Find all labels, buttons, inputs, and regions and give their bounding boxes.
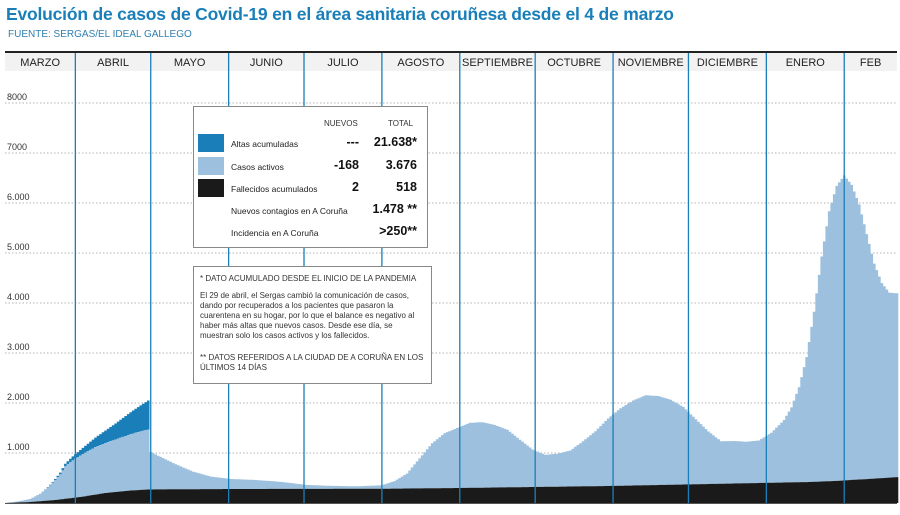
legend-row-total: 1.478 ** [372,202,417,216]
legend-row-contagios: Nuevos contagios en A Coruña 1.478 ** [194,201,427,221]
y-tick-label: 3.000 [7,342,30,352]
month-label: MARZO [20,57,60,69]
activos-swatch [198,157,224,175]
month-label: NOVIEMBRE [618,57,684,69]
fallecidos-swatch [198,179,224,197]
chart-title: Evolución de casos de Covid-19 en el áre… [6,4,674,24]
fallecidos-area [3,477,899,503]
month-label: ABRIL [97,57,129,69]
month-label: DICIEMBRE [697,57,758,69]
legend-row-nuevos: --- [346,135,360,149]
legend-row-total: 21.638* [373,135,417,149]
month-label: FEB [860,57,881,69]
y-tick-label: 4.000 [7,292,30,302]
month-label: JUNIO [250,57,283,69]
legend-row-label: Casos activos [231,162,284,172]
note-accumulated: * DATO ACUMULADO DESDE EL INICIO DE LA P… [200,274,417,283]
month-label: MAYO [174,57,206,69]
legend-header-nuevos: NUEVOS [324,119,358,128]
y-tick-label: 7000 [7,142,27,152]
chart-source: FUENTE: SERGAS/EL IDEAL GALLEGO [8,29,192,40]
y-tick-label: 8000 [7,92,27,102]
note-city-data: ** DATOS REFERIDOS A LA CIUDAD DE A CORU… [200,353,424,372]
y-tick-label: 1.000 [7,442,30,452]
legend-row-incidencia: Incidencia en A Coruña >250** [194,223,427,243]
month-label: ENERO [786,57,826,69]
note-methodology: El 29 de abril, el Sergas cambió la comu… [200,291,415,340]
legend-row-altas: Altas acumuladas --- 21.638* [194,134,427,154]
legend-row-nuevos: 2 [352,180,359,194]
month-label: OCTUBRE [547,57,601,69]
legend-row-label: Nuevos contagios en A Coruña [231,206,348,216]
legend-row-nuevos: -168 [333,158,359,172]
legend-header-total: TOTAL [388,119,414,128]
legend-box: NUEVOS TOTAL Altas acumuladas --- 21.638… [193,106,428,248]
legend-row-activos: Casos activos -168 3.676 [194,157,427,177]
legend-row-label: Fallecidos acumulados [231,184,318,194]
altas-area [3,400,150,503]
y-tick-label: 2.000 [7,392,30,402]
month-label: AGOSTO [397,57,444,69]
activos-area [3,175,899,503]
legend-row-fallecidos: Fallecidos acumulados 2 518 [194,179,427,199]
altas-swatch [198,134,224,152]
notes-box: * DATO ACUMULADO DESDE EL INICIO DE LA P… [193,266,432,384]
legend-row-label: Altas acumuladas [231,139,299,149]
legend-row-label: Incidencia en A Coruña [231,228,319,238]
month-band [5,53,897,71]
y-tick-label: 5.000 [7,242,30,252]
month-label: JULIO [327,57,359,69]
legend-row-total: 3.676 [385,158,417,172]
legend-row-total: 518 [396,180,417,194]
y-tick-label: 6.000 [7,192,30,202]
legend-row-total: >250** [379,224,417,238]
month-label: SEPTIEMBRE [462,57,533,69]
